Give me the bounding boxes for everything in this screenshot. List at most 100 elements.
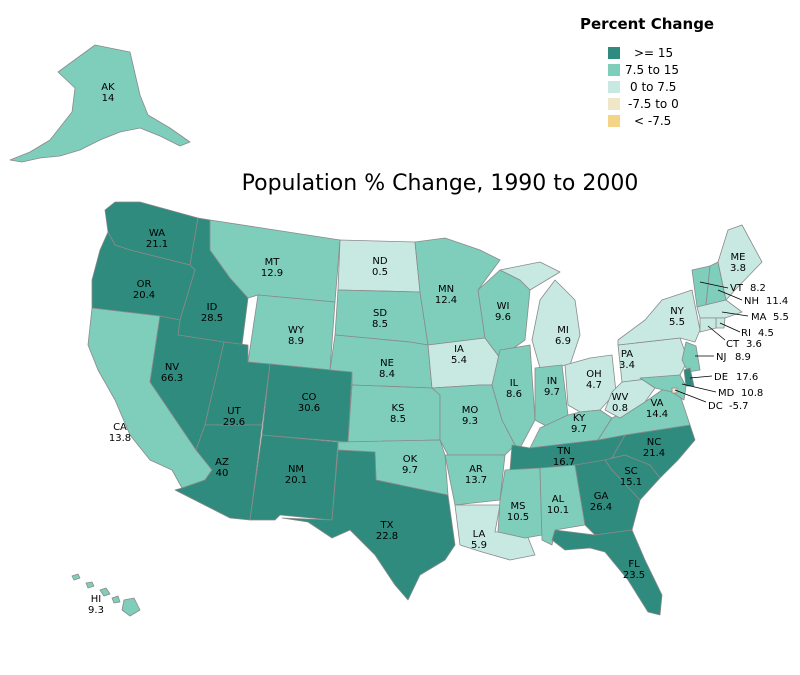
label-nm-id: NM bbox=[288, 464, 304, 475]
label-ca-id: CA bbox=[113, 422, 127, 433]
state-oh[interactable] bbox=[564, 354, 617, 413]
state-fl[interactable] bbox=[551, 529, 663, 616]
state-nj[interactable] bbox=[681, 341, 701, 373]
label-mi-val: 6.9 bbox=[555, 336, 571, 347]
legend-swatch-4 bbox=[608, 115, 620, 127]
label-mo-val: 9.3 bbox=[462, 416, 478, 427]
label-in-id: IN bbox=[547, 376, 557, 387]
label-or-val: 20.4 bbox=[133, 290, 155, 301]
label-ar-id: AR bbox=[469, 464, 483, 475]
label-al-id: AL bbox=[552, 494, 565, 505]
callouts: VT 8.2 NH 11.4 MA 5.5 RI 4.5 CT 3.6 NJ 8… bbox=[674, 281, 789, 412]
label-il-val: 8.6 bbox=[506, 389, 522, 400]
state-md[interactable] bbox=[639, 374, 687, 401]
label-me-val: 3.8 bbox=[730, 263, 746, 274]
label-la-id: LA bbox=[473, 529, 486, 540]
legend-swatch-0 bbox=[608, 47, 620, 59]
legend-label-4: < -7.5 bbox=[634, 114, 671, 128]
label-or-id: OR bbox=[137, 279, 152, 290]
label-ny-val: 5.5 bbox=[669, 317, 685, 328]
label-pa-val: 3.4 bbox=[619, 360, 635, 371]
legend-swatch-2 bbox=[608, 81, 620, 93]
label-nv-id: NV bbox=[165, 362, 179, 373]
label-ut-val: 29.6 bbox=[223, 417, 245, 428]
label-mo-id: MO bbox=[462, 405, 479, 416]
label-al-val: 10.1 bbox=[547, 505, 569, 516]
label-nd-id: ND bbox=[372, 256, 387, 267]
legend-swatch-1 bbox=[608, 64, 620, 76]
state-de[interactable] bbox=[683, 367, 695, 387]
state-mo[interactable] bbox=[431, 384, 516, 456]
label-ky-id: KY bbox=[573, 413, 586, 424]
label-wa-val: 21.1 bbox=[146, 239, 168, 250]
state-ny[interactable] bbox=[617, 289, 701, 346]
label-va-id: VA bbox=[650, 398, 663, 409]
legend: Percent Change >= 15 7.5 to 15 0 to 7.5 … bbox=[580, 15, 714, 128]
label-sc-val: 15.1 bbox=[620, 477, 642, 488]
leader-vt bbox=[699, 281, 729, 289]
state-la[interactable] bbox=[454, 504, 536, 561]
state-az[interactable] bbox=[174, 424, 263, 521]
label-fl-id: FL bbox=[628, 559, 640, 570]
label-ok-val: 9.7 bbox=[402, 465, 418, 476]
legend-swatch-3 bbox=[608, 98, 620, 110]
label-ga-id: GA bbox=[594, 491, 609, 502]
leader-de bbox=[689, 375, 713, 379]
label-in-val: 9.7 bbox=[544, 387, 560, 398]
label-wy-id: WY bbox=[288, 325, 305, 336]
label-ks-val: 8.5 bbox=[390, 414, 406, 425]
label-nv-val: 66.3 bbox=[161, 373, 183, 384]
label-va-val: 14.4 bbox=[646, 409, 668, 420]
label-az-val: 40 bbox=[216, 468, 229, 479]
callout-ri-val: 4.5 bbox=[758, 328, 774, 339]
state-mt[interactable] bbox=[209, 219, 341, 303]
state-ak[interactable] bbox=[9, 44, 191, 163]
state-labels: AK 14 WA 21.1 OR 20.4 CA 13.8 ID 28.5 NV… bbox=[88, 82, 746, 616]
label-il-id: IL bbox=[510, 378, 519, 389]
label-ne-id: NE bbox=[380, 358, 394, 369]
label-ks-id: KS bbox=[392, 403, 405, 414]
label-ne-val: 8.4 bbox=[379, 369, 395, 380]
state-ct[interactable] bbox=[699, 317, 717, 333]
label-nm-val: 20.1 bbox=[285, 475, 307, 486]
label-ia-val: 5.4 bbox=[451, 355, 467, 366]
label-ny-id: NY bbox=[670, 306, 684, 317]
label-oh-val: 4.7 bbox=[586, 380, 602, 391]
label-mt-id: MT bbox=[265, 257, 281, 268]
callout-dc-id: DC bbox=[708, 401, 723, 412]
label-id-id: ID bbox=[207, 302, 218, 313]
label-pa-id: PA bbox=[621, 349, 633, 360]
label-mt-val: 12.9 bbox=[261, 268, 283, 279]
leader-md bbox=[681, 383, 717, 393]
label-nc-id: NC bbox=[647, 437, 661, 448]
label-hi-val: 9.3 bbox=[88, 605, 104, 616]
state-tx[interactable] bbox=[281, 449, 456, 601]
leader-nh bbox=[717, 289, 743, 301]
label-ak-id: AK bbox=[101, 82, 115, 93]
label-me-id: ME bbox=[731, 252, 746, 263]
label-ky-val: 9.7 bbox=[571, 424, 587, 435]
callout-ma-id: MA bbox=[751, 312, 767, 323]
state-mi[interactable] bbox=[499, 261, 581, 369]
callout-de-id: DE bbox=[714, 372, 728, 383]
label-nc-val: 21.4 bbox=[643, 448, 665, 459]
label-tn-val: 16.7 bbox=[553, 457, 575, 468]
label-hi-id: HI bbox=[91, 594, 101, 605]
legend-label-2: 0 to 7.5 bbox=[630, 80, 676, 94]
label-wv-val: 0.8 bbox=[612, 403, 628, 414]
callout-nh-id: NH bbox=[744, 296, 759, 307]
label-tx-val: 22.8 bbox=[376, 531, 398, 542]
label-sd-id: SD bbox=[373, 308, 387, 319]
label-ms-id: MS bbox=[511, 501, 526, 512]
state-va[interactable] bbox=[597, 387, 691, 441]
label-ak-val: 14 bbox=[102, 93, 115, 104]
label-oh-id: OH bbox=[586, 369, 601, 380]
callout-nh-val: 11.4 bbox=[766, 296, 788, 307]
label-mn-id: MN bbox=[438, 284, 454, 295]
state-dc[interactable] bbox=[671, 387, 678, 394]
label-sc-id: SC bbox=[624, 466, 637, 477]
state-hi[interactable] bbox=[71, 573, 141, 617]
label-ut-id: UT bbox=[227, 406, 241, 417]
label-wv-id: WV bbox=[612, 392, 629, 403]
states bbox=[9, 44, 763, 617]
